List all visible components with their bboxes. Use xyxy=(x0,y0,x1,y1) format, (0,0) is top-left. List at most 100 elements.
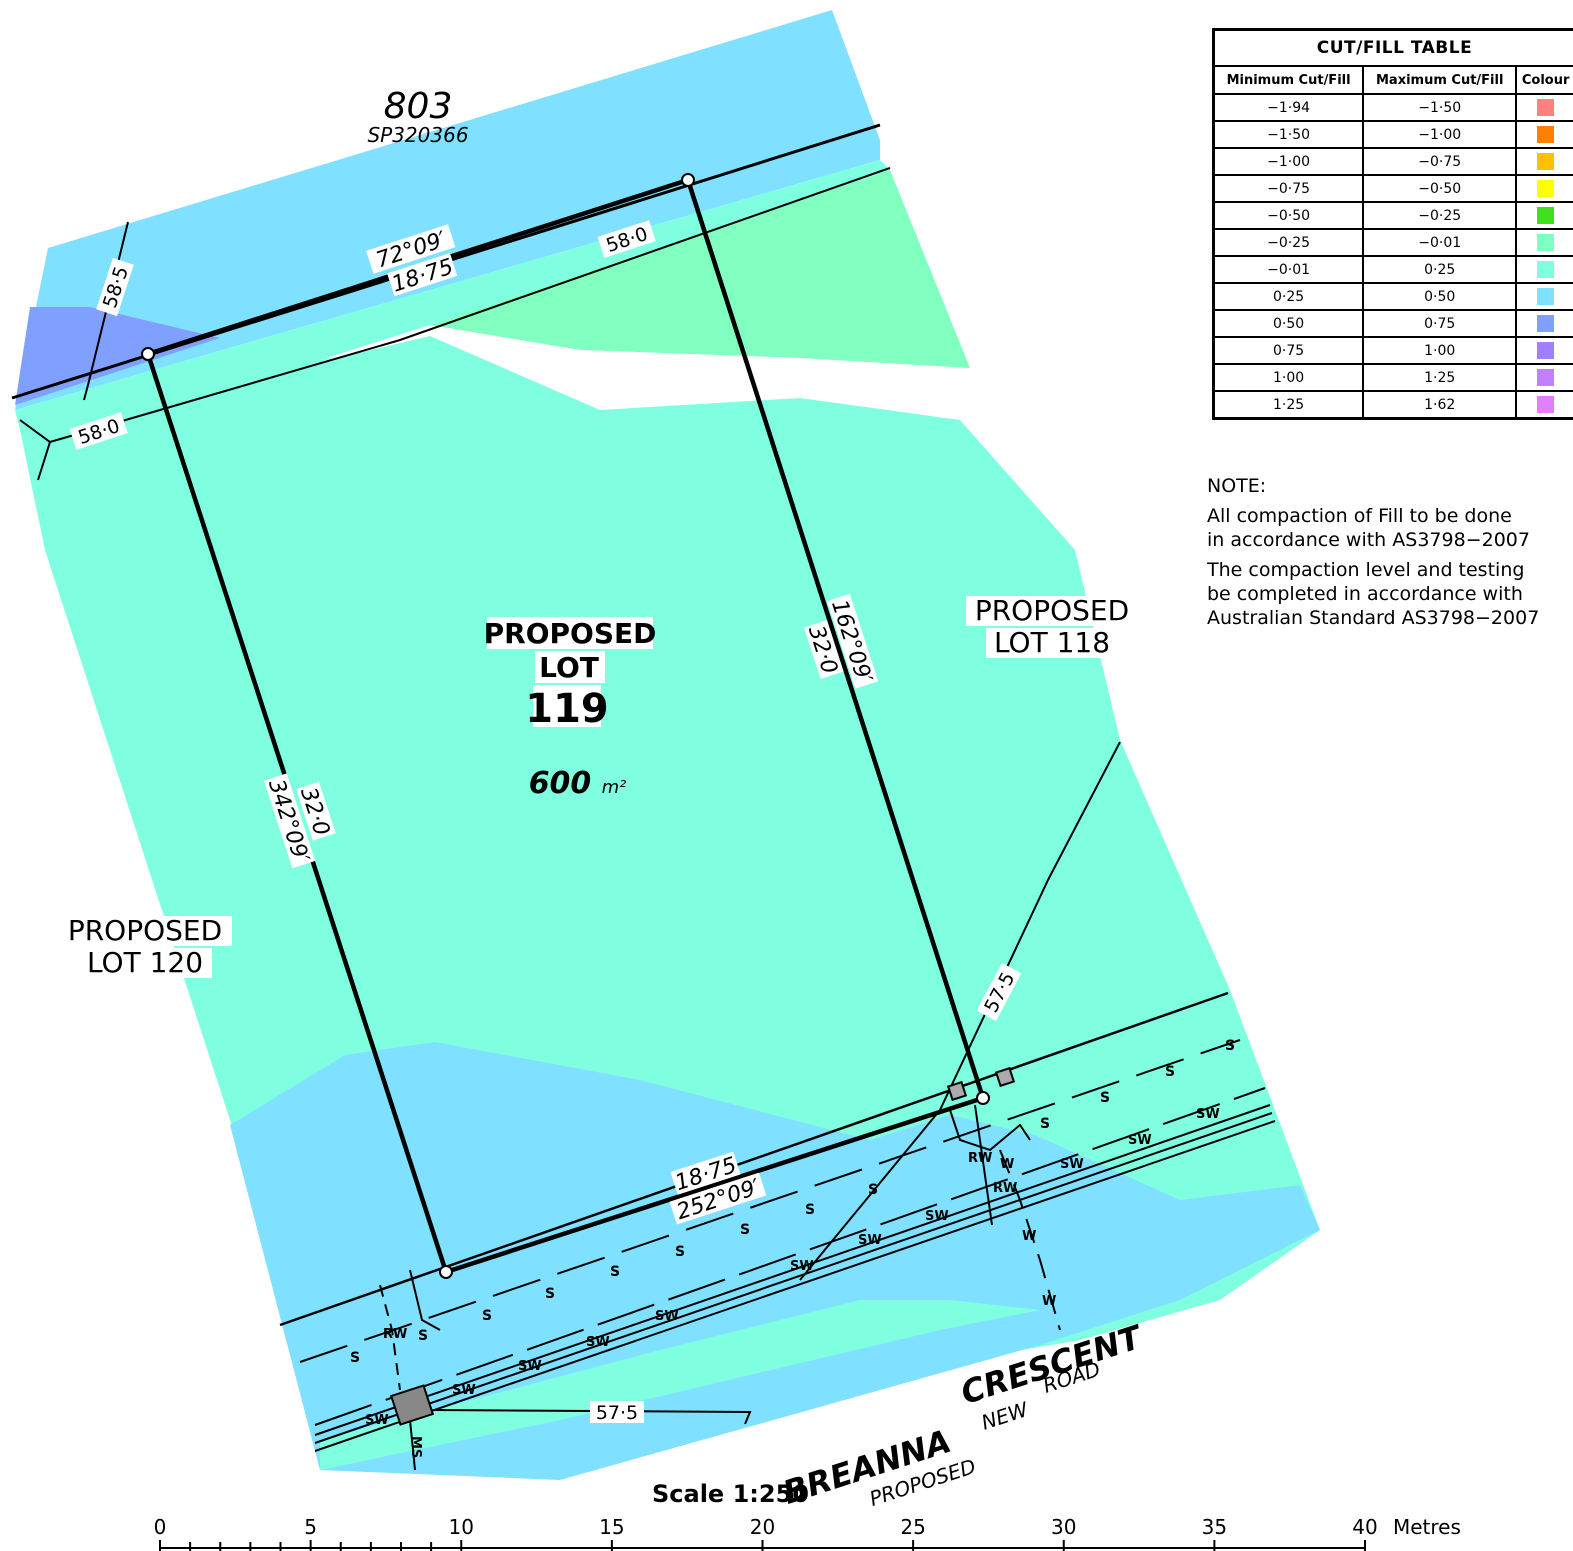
colour-swatch xyxy=(1537,261,1555,278)
meter-box-b xyxy=(994,1066,1016,1088)
sewer-labels: S S S S S S S S S S S S S xyxy=(350,1038,1235,1366)
colour-swatch xyxy=(1537,207,1555,224)
lot-title-bg-2 xyxy=(535,651,605,683)
cut-fill-max: 0·25 xyxy=(1362,255,1518,284)
svg-text:SW: SW xyxy=(1196,1107,1220,1122)
svg-text:S: S xyxy=(1100,1090,1110,1106)
contour-label-57-5-south: 57·5 xyxy=(590,1401,644,1424)
scale-unit: Metres xyxy=(1393,1515,1461,1539)
cut-fill-colour xyxy=(1515,93,1573,122)
boundary-peg-sw xyxy=(439,1265,453,1279)
cut-fill-min: 0·75 xyxy=(1212,336,1365,365)
svg-text:S: S xyxy=(418,1328,428,1344)
svg-text:SW: SW xyxy=(586,1335,610,1350)
cut-fill-table-body: −1·94 −1·50 −1·50 −1·00 −1·00 −0·75 −0·75 −0·50… xyxy=(1212,93,1573,420)
svg-text:W: W xyxy=(1000,1157,1014,1172)
svg-text:S: S xyxy=(675,1244,685,1260)
contour-58-0-west xyxy=(37,441,51,481)
cut-fill-min: −0·01 xyxy=(1212,255,1365,284)
cut-fill-min: −1·94 xyxy=(1212,93,1365,122)
svg-text:S: S xyxy=(1225,1038,1235,1054)
cut-fill-colour xyxy=(1515,363,1573,392)
fill-zone-green-wedge xyxy=(430,170,970,368)
cut-fill-row: −1·50 −1·00 xyxy=(1212,120,1573,149)
colour-swatch xyxy=(1537,288,1555,305)
scale-label: 5 xyxy=(304,1515,317,1539)
cut-fill-min: −0·25 xyxy=(1212,228,1365,257)
cut-fill-max: 1·25 xyxy=(1362,363,1518,392)
cut-fill-colour xyxy=(1515,255,1573,284)
scale-bar-ticks xyxy=(159,1540,1366,1551)
notes-heading: NOTE: xyxy=(1207,475,1267,497)
header-min: Minimum Cut/Fill xyxy=(1212,65,1365,95)
lot-120-bg-2 xyxy=(78,948,212,978)
stormwater-line xyxy=(314,1087,1266,1426)
lot-area-value: 600 xyxy=(529,766,592,801)
colour-swatch xyxy=(1537,126,1555,143)
scale-label: 0 xyxy=(154,1515,167,1539)
rainwater-connection-west xyxy=(379,1284,401,1391)
lot-120-line1: PROPOSED xyxy=(68,914,222,947)
cut-fill-row: 0·50 0·75 xyxy=(1212,309,1573,338)
cut-fill-colour xyxy=(1515,282,1573,311)
svg-text:S: S xyxy=(545,1286,555,1302)
cut-fill-colour xyxy=(1515,390,1573,420)
cut-fill-row: 1·25 1·62 xyxy=(1212,390,1573,420)
cut-fill-row: −0·25 −0·01 xyxy=(1212,228,1573,257)
lot-number-bg xyxy=(533,685,601,727)
water-labels: W W W xyxy=(1000,1157,1056,1309)
header-colour: Colour xyxy=(1515,65,1573,95)
cut-fill-colour xyxy=(1515,336,1573,365)
note-2-line-b: be completed in accordance with xyxy=(1207,583,1523,605)
svg-text:SW: SW xyxy=(518,1359,542,1374)
svg-text:S: S xyxy=(805,1202,815,1218)
svg-text:RW: RW xyxy=(383,1327,407,1342)
svg-text:SW: SW xyxy=(452,1383,476,1398)
cut-fill-colour xyxy=(1515,201,1573,230)
cut-fill-colour xyxy=(1515,309,1573,338)
cut-fill-colour xyxy=(1515,174,1573,203)
lot-118-bg xyxy=(966,596,1140,626)
scale-label: 30 xyxy=(1051,1515,1076,1539)
cut-fill-max: −0·50 xyxy=(1362,174,1518,203)
fill-zone-blue-north xyxy=(15,10,880,410)
parcel-plan: SP320366 xyxy=(367,123,468,147)
cut-fill-min: 1·25 xyxy=(1212,390,1365,420)
road-line-2 xyxy=(314,1104,1271,1436)
scale-label: 10 xyxy=(449,1515,474,1539)
cut-fill-max: 0·50 xyxy=(1362,282,1518,311)
cut-fill-min: 1·00 xyxy=(1212,363,1365,392)
svg-text:RW: RW xyxy=(968,1151,992,1166)
cut-fill-max: 0·75 xyxy=(1362,309,1518,338)
svg-text:W: W xyxy=(1042,1294,1056,1309)
fill-zone-white-gap xyxy=(320,325,990,420)
colour-swatch xyxy=(1537,315,1555,332)
svg-text:SW: SW xyxy=(790,1259,814,1274)
left-boundary-labels: 32·0 342°09′ xyxy=(263,773,336,869)
boundary-peg-nw xyxy=(141,347,155,361)
note-1-line-a: All compaction of Fill to be done xyxy=(1207,505,1512,527)
colour-swatch xyxy=(1537,369,1555,386)
svg-text:SW: SW xyxy=(925,1209,949,1224)
svg-text:W: W xyxy=(1022,1229,1036,1244)
scale-label: 15 xyxy=(599,1515,624,1539)
cut-fill-row: 0·25 0·50 xyxy=(1212,282,1573,311)
svg-text:SW: SW xyxy=(858,1233,882,1248)
road-line-1 xyxy=(279,991,1229,1327)
colour-swatch xyxy=(1537,342,1555,359)
scale-label: 20 xyxy=(750,1515,775,1539)
road-line-4 xyxy=(314,1120,1276,1452)
service-drop-east xyxy=(974,1104,993,1226)
svg-text:S: S xyxy=(482,1308,492,1324)
colour-swatch xyxy=(1537,234,1555,251)
note-2-line-c: Australian Standard AS3798−2007 xyxy=(1207,607,1540,629)
colour-swatch xyxy=(1537,99,1555,116)
house-drain xyxy=(949,1109,1031,1152)
note-1-line-b: in accordance with AS3798−2007 xyxy=(1207,529,1530,551)
cut-fill-table-title: CUT/FILL TABLE xyxy=(1212,28,1573,67)
svg-text:S: S xyxy=(1165,1064,1175,1080)
lot-number: 119 xyxy=(525,686,609,732)
stormwater-pit xyxy=(389,1384,435,1426)
note-2: The compaction level and testing be comp… xyxy=(1207,558,1573,630)
svg-text:S: S xyxy=(610,1264,620,1280)
